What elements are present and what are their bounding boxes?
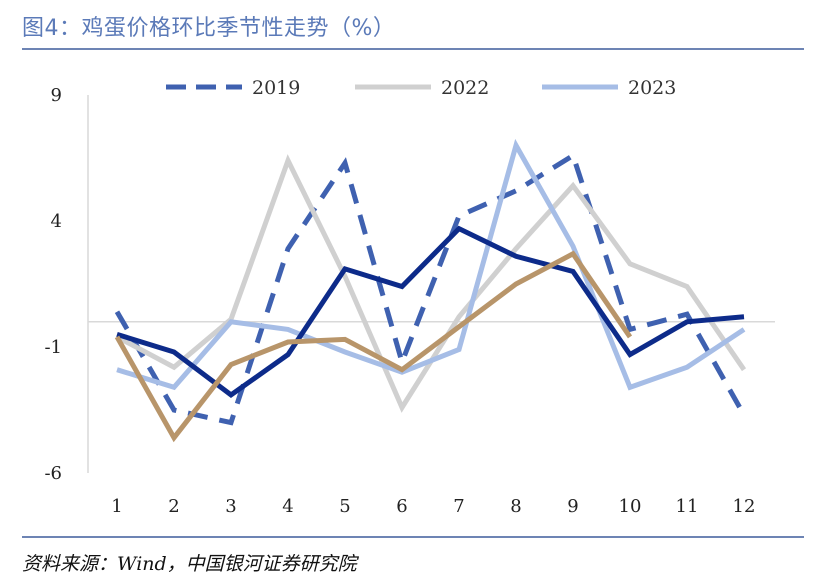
- x-tick-label: 10: [619, 496, 642, 517]
- y-tick-label: 4: [51, 211, 62, 232]
- x-tick-label: 11: [676, 496, 699, 517]
- chart-title: 图4：鸡蛋价格环比季节性走势（%）: [22, 16, 396, 41]
- series-line-2019: [114, 151, 747, 426]
- legend-label-2022: 2022: [441, 77, 489, 99]
- x-tick-label: 6: [396, 496, 407, 517]
- x-tick-label: 1: [111, 496, 122, 517]
- chart-axes: 94-1-61 2 3 4 5 6 7 8 9 10 11 12: [44, 85, 775, 517]
- source-note: 资料来源：Wind，中国银河证券研究院: [22, 553, 357, 575]
- y-tick-label: -6: [44, 463, 62, 484]
- x-tick-label: 3: [225, 496, 236, 517]
- x-tick-label: 5: [339, 496, 350, 517]
- x-tick-label: 8: [510, 496, 521, 517]
- y-tick-label: 9: [51, 85, 62, 106]
- series-line-2023: [116, 138, 746, 391]
- title-divider: [22, 48, 804, 50]
- legend-label-2023: 2023: [628, 77, 676, 99]
- x-tick-label: 7: [453, 496, 464, 517]
- legend-label-2019: 2019: [252, 77, 300, 99]
- x-tick-label: 2: [168, 496, 179, 517]
- x-tick-label: 4: [282, 496, 293, 517]
- y-tick-label: -1: [44, 337, 62, 358]
- chart-series: [114, 138, 747, 443]
- source-divider: [22, 536, 804, 538]
- x-tick-label: 12: [733, 496, 756, 517]
- series-line-2024: [116, 225, 745, 398]
- series-line-2025: [114, 250, 633, 443]
- x-tick-label: 9: [567, 496, 578, 517]
- chart-legend: 2019 2022 2023: [166, 77, 676, 99]
